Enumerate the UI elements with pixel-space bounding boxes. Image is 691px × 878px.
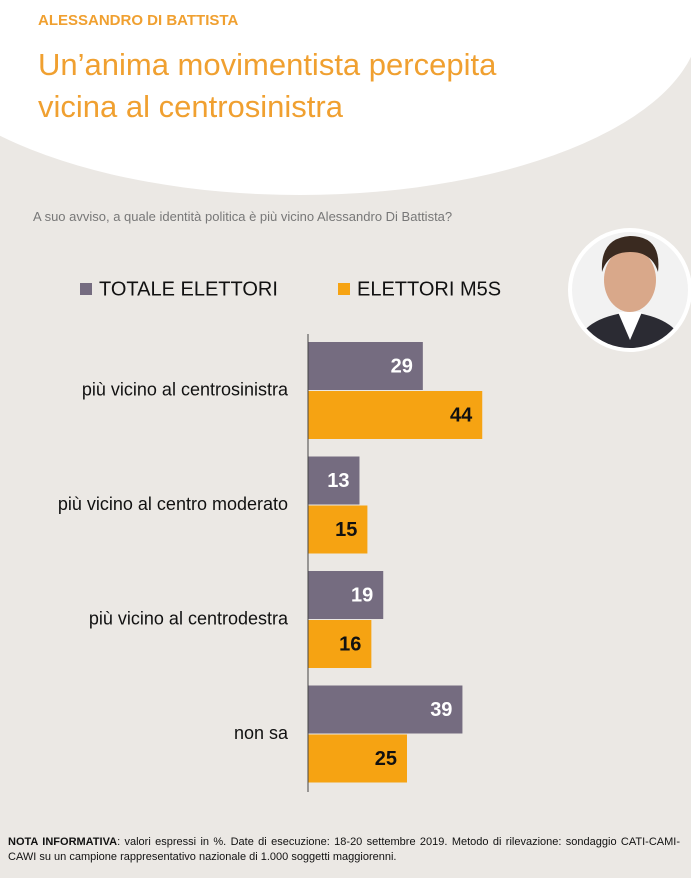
note: NOTA INFORMATIVA: valori espressi in %. … <box>8 835 680 865</box>
bar <box>308 571 384 619</box>
header-background <box>0 0 691 195</box>
bar <box>308 342 423 390</box>
category-label: più vicino al centro moderato <box>58 494 288 514</box>
category-label: più vicino al centrodestra <box>89 608 289 628</box>
legend-swatch <box>338 283 350 295</box>
bar <box>308 391 483 439</box>
legend-label: ELETTORI M5S <box>357 278 501 300</box>
value-label: 44 <box>450 404 473 426</box>
value-label: 39 <box>430 699 452 721</box>
bar <box>308 620 372 668</box>
chart-title: Un’anima movimentista percepita vicina a… <box>38 47 497 124</box>
note-label: NOTA INFORMATIVA <box>8 836 118 848</box>
note-text: : valori espressi in %. Date di esecuzio… <box>8 836 681 863</box>
value-label: 25 <box>375 748 397 770</box>
value-label: 15 <box>335 519 357 541</box>
value-label: 19 <box>351 584 373 606</box>
category-label: più vicino al centrosinistra <box>82 379 289 399</box>
value-label: 29 <box>391 355 413 377</box>
bar <box>308 456 360 505</box>
value-label: 13 <box>327 470 349 492</box>
supertitle: ALESSANDRO DI BATTISTA <box>38 12 239 29</box>
bar <box>308 734 407 783</box>
legend-swatch <box>80 283 92 295</box>
subtitle: A suo avviso, a quale identità politica … <box>33 209 453 224</box>
portrait <box>568 228 691 352</box>
category-label: non sa <box>234 723 289 743</box>
legend-label: TOTALE ELETTORI <box>99 278 278 300</box>
value-label: 16 <box>339 633 361 655</box>
bar <box>308 505 368 554</box>
bar <box>308 685 463 734</box>
